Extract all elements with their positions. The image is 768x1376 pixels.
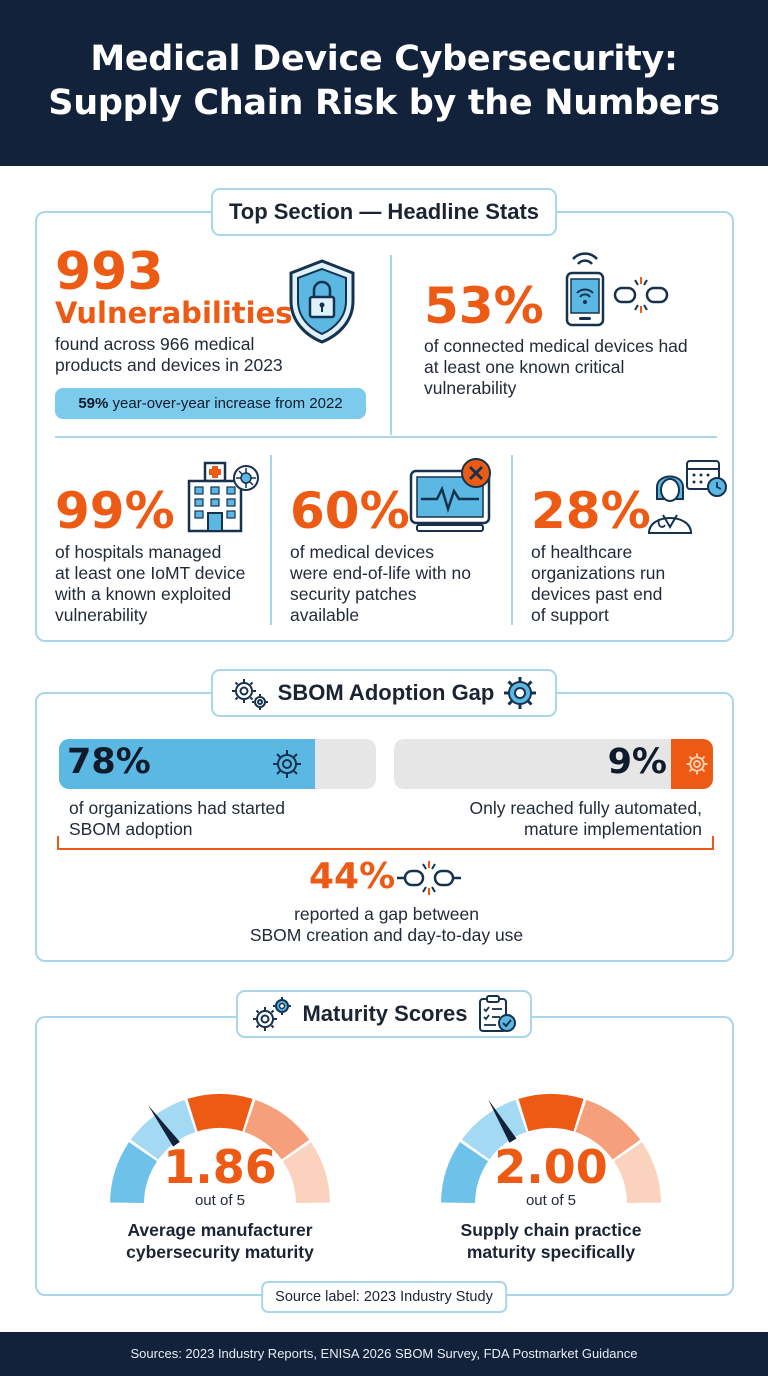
- sbom-automated-bar: 9%: [394, 739, 713, 789]
- gauge-2-segment: [575, 1099, 641, 1160]
- sbom-started-bar-fill: [59, 739, 315, 789]
- sbom-gap-desc: reported a gap between SBOM creation and…: [249, 904, 524, 945]
- past-support-desc: of healthcare organizations run devices …: [531, 542, 666, 625]
- gears-icon: [250, 995, 294, 1033]
- connected-desc: of connected medical devices had at leas…: [424, 336, 688, 398]
- sbom-started-value: 78%: [67, 742, 151, 782]
- hospitals-number: 99%: [55, 482, 175, 540]
- yoy-badge: 59% year-over-year increase from 2022: [55, 388, 366, 419]
- gauge-2-sub: out of 5: [525, 1192, 577, 1209]
- gear-icon: [685, 752, 709, 781]
- broken-link-icon: [611, 275, 671, 320]
- gauge-1-label: Average manufacturer cybersecurity matur…: [126, 1220, 314, 1262]
- vulnerabilities-desc: found across 966 medical products and de…: [55, 334, 283, 375]
- gauge-1-segment: [282, 1142, 330, 1203]
- divider: [55, 436, 717, 438]
- gauge-1-value: 1.86: [163, 1140, 277, 1194]
- doctor-calendar-icon: [641, 457, 729, 540]
- connected-number: 53%: [424, 277, 544, 335]
- title-line-2: Supply Chain Risk by the Numbers: [48, 83, 720, 123]
- gauge-1-sub: out of 5: [194, 1192, 246, 1209]
- gauge-2-segment: [613, 1142, 661, 1203]
- sbom-automated-value: 9%: [607, 742, 667, 782]
- gauge-2-segment: [441, 1142, 489, 1203]
- past-support-number: 28%: [531, 482, 651, 540]
- gauge-2-segment: [518, 1094, 584, 1132]
- maturity-panel: 1.86 out of 5 Average manufacturer cyber…: [35, 1016, 734, 1296]
- gauge-2-value: 2.00: [494, 1140, 608, 1194]
- hospitals-desc: of hospitals managed at least one IoMT d…: [55, 542, 246, 625]
- divider: [270, 455, 272, 625]
- gauge-2-needle: [488, 1099, 517, 1143]
- section-title-maturity: Maturity Scores: [236, 990, 532, 1038]
- eol-number: 60%: [290, 482, 410, 540]
- close-icon: [459, 456, 493, 495]
- footer-sources: Sources: 2023 Industry Reports, ENISA 20…: [0, 1332, 768, 1376]
- divider: [390, 255, 392, 435]
- sbom-panel: 78% of organizations had started SBOM ad…: [35, 692, 734, 962]
- gauge-2-segment: [461, 1099, 527, 1160]
- broken-link-icon: [395, 860, 463, 901]
- gauge-1-segment: [110, 1142, 158, 1203]
- section-title-headline: Top Section — Headline Stats: [211, 188, 557, 236]
- clipboard-check-icon: [476, 994, 518, 1034]
- source-label: Source label: 2023 Industry Study: [261, 1281, 507, 1313]
- eol-desc: of medical devices were end-of-life with…: [290, 542, 471, 625]
- gear-icon: [502, 675, 538, 711]
- hospital-icon: [185, 459, 245, 540]
- vulnerabilities-number: 993: [55, 242, 164, 302]
- page-title: Medical Device Cybersecurity: Supply Cha…: [0, 0, 768, 125]
- gauges: [110, 1094, 661, 1203]
- gauge-1-segment: [187, 1094, 253, 1132]
- gears-icon: [230, 675, 270, 711]
- gap-bracket: [57, 836, 714, 850]
- title-line-1: Medical Device Cybersecurity:: [90, 39, 678, 79]
- gauge-1-segment: [244, 1099, 310, 1160]
- divider: [511, 455, 513, 625]
- gear-icon: [271, 748, 303, 785]
- shield-lock-icon: [285, 257, 359, 350]
- vulnerabilities-label: Vulnerabilities: [55, 296, 293, 330]
- headline-stats-panel: 993 Vulnerabilities found across 966 med…: [35, 211, 734, 642]
- virus-icon: [231, 463, 261, 498]
- gauge-1-needle: [148, 1105, 180, 1147]
- section-title-sbom: SBOM Adoption Gap: [211, 669, 557, 717]
- smartphone-wifi-icon: [559, 249, 611, 334]
- sbom-started-bar: 78%: [59, 739, 376, 789]
- sbom-gap-value: 44%: [309, 856, 396, 897]
- sbom-automated-desc: Only reached fully automated, mature imp…: [469, 798, 703, 839]
- sbom-started-desc: of organizations had started SBOM adopti…: [69, 798, 285, 839]
- gauge-2-label: Supply chain practice maturity specifica…: [460, 1220, 642, 1262]
- page-header: Medical Device Cybersecurity: Supply Cha…: [0, 0, 768, 166]
